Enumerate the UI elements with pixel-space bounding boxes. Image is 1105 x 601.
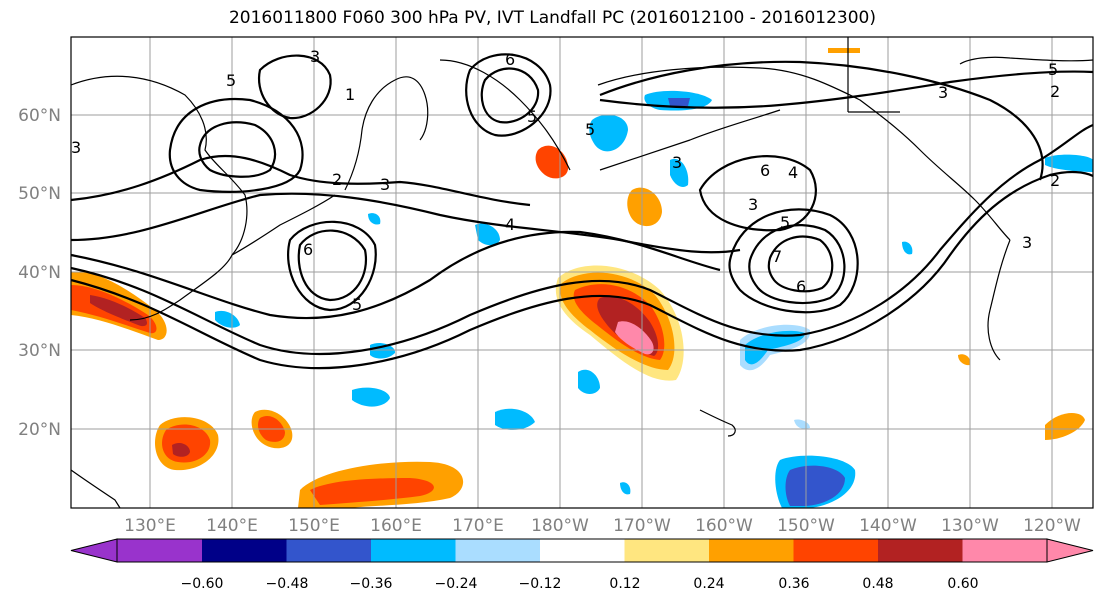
contour-label: 1	[345, 85, 355, 104]
contour-label: 3	[310, 47, 320, 66]
colorbar-tick-label: 0.24	[693, 576, 724, 592]
colorbar-tick-label: −0.24	[435, 576, 478, 592]
contour-label: 5	[527, 107, 537, 126]
contour-label: 3	[672, 153, 682, 172]
contour-label: 5	[780, 213, 790, 232]
lat-label: 20°N	[18, 420, 61, 440]
colorbar-bin	[709, 539, 794, 562]
colorbar-bin	[371, 539, 456, 562]
pv-contour-labels: 5 3 1 6 5 5 3 2 3 6 4 5 3 5 6 4 3 5 7 6 …	[71, 47, 1060, 314]
colorbar-bin	[117, 539, 202, 562]
contour-label: 2	[332, 170, 342, 189]
lon-label: 170°W	[613, 516, 671, 536]
colorbar-tick-label: 0.36	[778, 576, 809, 592]
contour-label: 3	[380, 175, 390, 194]
contour-label: 3	[938, 83, 948, 102]
lon-label: 140°E	[206, 516, 258, 536]
longitude-labels: 130°E 140°E 150°E 160°E 170°E 180°W 170°…	[124, 516, 1081, 536]
lat-label: 50°N	[18, 184, 61, 204]
lon-label: 150°E	[288, 516, 340, 536]
lat-label: 30°N	[18, 341, 61, 361]
lon-label: 140°W	[859, 516, 917, 536]
colorbar-tick-label: −0.48	[266, 576, 309, 592]
contour-label: 6	[303, 240, 313, 259]
colorbar-tick-label: 0.60	[947, 576, 978, 592]
map-title: 2016011800 F060 300 hPa PV, IVT Landfall…	[228, 8, 876, 28]
colorbar-tick-label: 0.48	[862, 576, 893, 592]
colorbar-tick-label: −0.60	[181, 576, 224, 592]
lon-label: 160°W	[695, 516, 753, 536]
colorbar	[70, 538, 1094, 563]
contour-label: 3	[1022, 233, 1032, 252]
contour-label: 3	[748, 195, 758, 214]
colorbar-bin	[540, 539, 625, 562]
contour-label: 2	[1050, 171, 1060, 190]
contour-label: 4	[788, 163, 798, 182]
contour-label: 5	[585, 120, 595, 139]
lon-label: 130°W	[941, 516, 999, 536]
contour-label: 7	[772, 247, 782, 266]
contour-label: 6	[505, 50, 515, 69]
map-frame	[70, 36, 1094, 509]
colorbar-extend-low	[70, 538, 118, 563]
lon-label: 130°E	[124, 516, 176, 536]
colorbar-tick-label: 0.12	[609, 576, 640, 592]
colorbar-bin	[455, 539, 540, 562]
pv-contours	[70, 53, 1094, 370]
lon-label: 170°E	[452, 516, 504, 536]
lon-label: 160°E	[370, 516, 422, 536]
contour-label: 2	[1050, 82, 1060, 101]
latitude-labels: 60°N 50°N 40°N 30°N 20°N	[18, 106, 61, 440]
lat-label: 40°N	[18, 263, 61, 283]
lon-label: 120°W	[1023, 516, 1081, 536]
contour-label: 5	[352, 295, 362, 314]
contour-label: 4	[505, 215, 515, 234]
contour-label: 3	[71, 138, 81, 157]
lat-label: 60°N	[18, 106, 61, 126]
colorbar-bin	[202, 539, 287, 562]
lon-label: 180°W	[531, 516, 589, 536]
lon-label: 150°W	[777, 516, 835, 536]
colorbar-bin	[286, 539, 371, 562]
colorbar-bin	[962, 539, 1047, 562]
colorbar-frame	[116, 538, 1048, 563]
ivt-shading	[71, 48, 1093, 508]
contour-label: 5	[226, 71, 236, 90]
contour-label: 5	[1048, 60, 1058, 79]
contour-label: 6	[796, 277, 806, 296]
colorbar-tick-label: −0.36	[350, 576, 393, 592]
contour-label: 6	[760, 161, 770, 180]
graticule	[71, 37, 1093, 508]
colorbar-bin	[624, 539, 709, 562]
colorbar-tick-labels: −0.60 −0.48 −0.36 −0.24 −0.12 0.12 0.24 …	[181, 576, 979, 592]
colorbar-extend-high	[1046, 538, 1094, 563]
colorbar-bin	[878, 539, 963, 562]
colorbar-tick-label: −0.12	[519, 576, 562, 592]
colorbar-bin	[793, 539, 878, 562]
